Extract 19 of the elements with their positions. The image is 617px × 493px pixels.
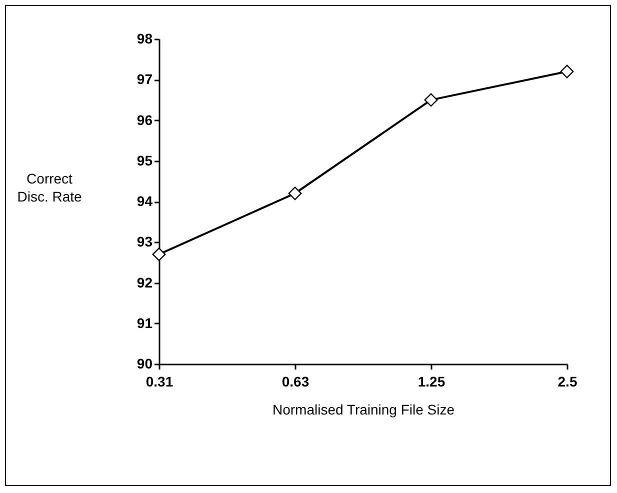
y-tick-label: 98 (136, 30, 153, 46)
y-tick-label: 95 (136, 152, 153, 168)
y-tick-label: 94 (136, 193, 153, 209)
y-tick-label: 93 (136, 234, 153, 250)
y-tick-label: 96 (136, 112, 153, 128)
x-tick-label: 2.5 (558, 374, 578, 390)
x-tick-label: 1.25 (418, 374, 446, 390)
x-axis-title: Normalised Training File Size (272, 402, 455, 418)
x-tick-label: 0.63 (282, 374, 310, 390)
x-tick-label: 0.31 (146, 374, 174, 390)
point (288, 186, 302, 200)
point (152, 248, 166, 262)
y-tick-label: 90 (136, 356, 153, 372)
y-tick-label: 91 (136, 314, 153, 331)
y-axis-title: Correct Disc. Rate (17, 170, 82, 204)
point (560, 64, 574, 78)
y-tick-label: 92 (136, 274, 153, 290)
point (424, 93, 438, 107)
y-tick-label: 97 (136, 71, 153, 88)
